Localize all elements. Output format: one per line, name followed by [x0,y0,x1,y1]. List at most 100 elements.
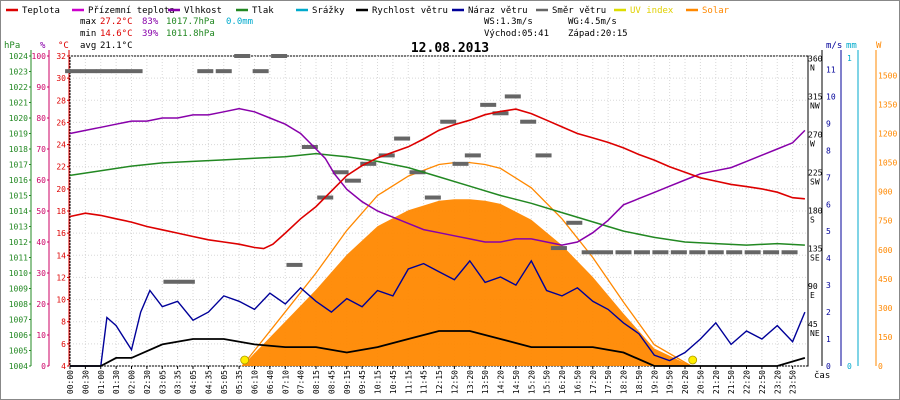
x-tick-label: 19:20 [650,370,659,394]
humidity-line [69,107,806,246]
y-tick-label: 14 [56,251,66,260]
stats-max-rain: 0.0mm [226,17,253,27]
x-tick-label: 16:20 [558,370,567,394]
dir-deg-label: 45 [808,320,818,329]
unit-hpa: hPa [4,41,20,51]
y-tick-label: 1012 [9,238,28,247]
solar-tick-label: 450 [878,275,893,284]
y-tick-label: 18 [56,207,66,216]
x-tick-label: 00:00 [66,370,75,394]
x-tick-label: 11:15 [404,370,413,394]
x-tick-label: 05:35 [235,370,244,394]
y-tick-label: 16 [56,229,66,238]
x-tick-label: 09:15 [343,370,352,394]
temperature-line [69,108,805,250]
solar-tick-label: 600 [878,246,893,255]
x-tick-label: 11:45 [420,370,429,394]
y-tick-label: 20 [36,300,46,309]
dir-name-label: S [810,215,815,224]
wind-direction-mark [301,144,318,149]
y-tick-label: 1024 [9,52,28,61]
x-axis-label: čas [814,370,830,381]
wind-tick-label: 8 [826,146,831,155]
x-tick-label: 06:40 [266,370,275,394]
dir-name-label: N [810,64,815,73]
y-tick-label: 10 [36,331,46,340]
wind-tick-label: 0 [826,362,831,371]
y-tick-label: 1011 [9,254,28,263]
unit-pct: % [40,41,46,51]
wind-direction-mark [520,119,537,124]
stats-max-temp: 27.2°C [100,17,133,27]
x-tick-label: 15:20 [527,370,536,394]
unit-wind: m/s [826,41,842,51]
x-tick-label: 12:50 [450,370,459,394]
wind-direction-mark [95,69,112,74]
y-tick-label: 1016 [9,176,28,185]
y-tick-label: 8 [61,318,66,327]
x-tick-label: 01:00 [97,370,106,394]
wind-direction-mark [332,170,349,175]
y-tick-label: 100 [32,52,47,61]
legend-label: Přízemní teplota [88,6,175,16]
dir-deg-label: 360 [808,55,823,64]
dir-name-label: W [810,140,815,149]
x-tick-label: 22:20 [743,370,752,394]
x-tick-label: 05:05 [220,370,229,394]
wind-direction-mark [234,54,251,58]
uv-index-point [688,355,698,365]
wind-direction-mark [424,195,441,200]
wind-direction-mark [581,250,598,255]
solar-tick-label: 1050 [878,159,897,168]
unit-deg: °C [58,41,69,51]
gust-line [70,259,806,367]
stats-min-temp: 14.6°C [100,29,133,39]
wind-direction-mark [652,250,669,255]
stats-ws: WS:1.3m/s [484,17,533,27]
y-tick-label: 40 [36,238,46,247]
x-tick-label: 20:20 [681,370,690,394]
wind-tick-label: 6 [826,200,831,209]
dir-deg-label: 90 [808,282,818,291]
stats-avg-label: avg [80,41,96,51]
y-tick-label: 1021 [9,99,28,108]
dir-deg-label: 180 [808,206,823,215]
y-tick-label: 1010 [9,269,28,278]
dir-deg-label: 135 [808,244,823,253]
x-tick-label: 02:30 [143,370,152,394]
wind-tick-label: 3 [826,281,831,290]
y-tick-label: 0 [41,362,46,371]
wind-direction-mark [65,69,82,74]
x-tick-label: 14:50 [512,370,521,394]
solar-tick-label: 750 [878,217,893,226]
y-tick-label: 30 [36,269,46,278]
x-tick-label: 13:50 [481,370,490,394]
wind-direction-mark [615,250,632,255]
y-tick-label: 1013 [9,223,28,232]
x-tick-label: 12:15 [435,370,444,394]
x-tick-label: 14:20 [497,370,506,394]
wind-direction-mark [111,69,128,74]
x-tick-label: 06:10 [251,370,260,394]
y-tick-label: 32 [56,52,66,61]
x-tick-label: 18:20 [620,370,629,394]
wind-direction-mark [360,161,377,166]
x-tick-label: 15:50 [543,370,552,394]
x-tick-label: 00:30 [81,370,90,394]
solar-tick-label: 300 [878,304,893,313]
y-tick-label: 6 [61,340,66,349]
mm-tick-label: 1 [847,54,852,63]
wind-tick-label: 2 [826,308,831,317]
solar-tick-label: 1200 [878,130,897,139]
legend-label: Tlak [252,6,274,16]
wind-direction-mark [670,250,687,255]
y-tick-label: 1023 [9,68,28,77]
solar-tick-label: 150 [878,333,893,342]
dir-deg-label: 315 [808,93,823,102]
y-tick-label: 1017 [9,161,28,170]
wind-speed-line [70,330,806,367]
solar-tick-label: 0 [878,362,883,371]
x-tick-label: 03:05 [158,370,167,394]
stats-sunset: Západ:20:15 [568,29,628,39]
wind-direction-mark [286,262,303,267]
